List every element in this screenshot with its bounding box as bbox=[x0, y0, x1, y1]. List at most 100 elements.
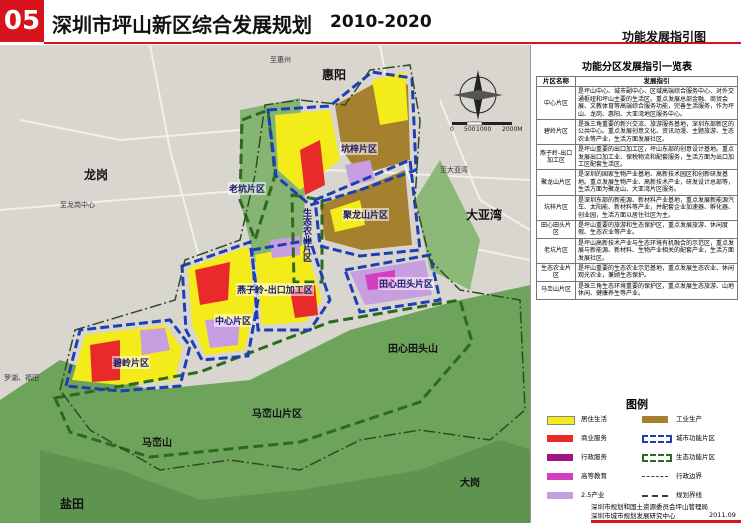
map-label: 罗湖、福田 bbox=[4, 374, 39, 382]
terrain bbox=[40, 440, 531, 523]
guidance-text: 是深圳东部的新能源、新材料产业基地，重点发展新能源汽车、太阳能、新材料等产业，并… bbox=[575, 194, 738, 221]
guidance-text: 是坪山重要的生态农业示范基地，重点发展生态农业、休闲观光农业，兼顾生态保护。 bbox=[575, 262, 738, 282]
guidance-text: 是坪山中心、城市副中心、区域高端综合服务中心、对外交通枢纽和坪山主要的生活区。重… bbox=[575, 86, 738, 121]
organization: 深圳市规划和国土资源委员会坪山管理局 bbox=[591, 503, 708, 511]
map-label: 至惠州 bbox=[270, 56, 291, 64]
map-label: 马峦山 bbox=[142, 438, 172, 449]
map-label: 大岗 bbox=[460, 478, 480, 489]
scale-label: 2000M bbox=[502, 126, 523, 133]
page-number: 05 bbox=[0, 0, 44, 42]
legend-swatch bbox=[547, 416, 575, 425]
guidance-text: 是深圳的国家生物产业基地、高新技术园区和创新研发基地。重点发展生物产业、高新技术… bbox=[575, 169, 738, 196]
zone-name: 碧岭片区 bbox=[536, 119, 576, 146]
legend-swatch bbox=[642, 416, 668, 423]
zone-name: 坑梓片区 bbox=[536, 194, 576, 221]
column-header: 片区名称 bbox=[536, 75, 576, 88]
zone-name: 田心田头片区 bbox=[536, 219, 576, 239]
legend-swatch bbox=[642, 454, 672, 462]
legend-label: 行政服务 bbox=[581, 453, 607, 461]
map-label: 老坑片区 bbox=[228, 182, 267, 195]
map-label: 碧岭片区 bbox=[112, 356, 151, 369]
info-panel: 功能分区发展指引一览表 片区名称 发展指引 中心片区 是坪山中心、城市副中心、区域… bbox=[533, 46, 741, 523]
table-header: 片区名称 发展指引 bbox=[536, 75, 738, 88]
map-label: 惠阳 bbox=[322, 68, 347, 82]
zone-name: 生态农业片区 bbox=[536, 262, 576, 282]
guidance-text: 是坪山重要的旅游和生态保护区，重点发展旅游、休闲度假、生态农业等产业。 bbox=[575, 219, 738, 239]
table-title: 功能分区发展指引一览表 bbox=[582, 62, 692, 73]
table-row: 坑梓片区 是深圳东部的新能源、新材料产业基地，重点发展新能源汽车、太阳能、新材料等… bbox=[536, 194, 738, 221]
legend-swatch bbox=[547, 473, 573, 480]
legend-label: 2.5产业 bbox=[581, 491, 605, 499]
map bbox=[0, 44, 531, 523]
years: 2010-2020 bbox=[330, 12, 432, 32]
table-row: 老坑片区 是坪山高新技术产业与生态环境有机融合的示范区，重点发展与新能源、新材料、… bbox=[536, 237, 738, 264]
guidance-text: 是珠三角重要的新兴交流、旅游服务基地，深圳东部新区的公共中心。重点发展创意文化、… bbox=[575, 119, 738, 146]
legend-swatch bbox=[642, 435, 672, 443]
legend-label: 规划界线 bbox=[676, 491, 702, 499]
legend-swatch bbox=[547, 492, 573, 499]
organization: 深圳市城市规划发展研究中心 bbox=[591, 512, 676, 520]
header-rule bbox=[44, 42, 741, 44]
terrain bbox=[0, 285, 531, 523]
guidance-table: 片区名称 发展指引 中心片区 是坪山中心、城市副中心、区域高端综合服务中心、对外交… bbox=[536, 75, 738, 300]
table-row: 马峦山片区 是珠三角生态环境重要的保护区，重点发展生态旅游、山地休闲、健康养生等产… bbox=[536, 280, 738, 300]
map-label: 至大亚湾 bbox=[440, 166, 468, 174]
compass bbox=[453, 70, 503, 120]
guidance-text: 是坪山重要的出口加工区，坪山东部的创意设计基地。重点发展出口加工业、保税物流和配… bbox=[575, 144, 738, 171]
scale-label: 0 bbox=[450, 126, 454, 133]
map-label: 马峦山片区 bbox=[252, 409, 302, 420]
legend-label: 城市功能片区 bbox=[676, 434, 715, 442]
map-label: 中心片区 bbox=[214, 314, 253, 327]
zone-name: 中心片区 bbox=[536, 86, 576, 121]
map-label: 大亚湾 bbox=[466, 208, 503, 222]
table-row: 燕子岭-出口加工区 是坪山重要的出口加工区，坪山东部的创意设计基地。重点发展出口加… bbox=[536, 144, 738, 171]
map-label: 聚龙山片区 bbox=[342, 208, 390, 221]
scale-bar bbox=[452, 121, 512, 126]
table-row: 生态农业片区 是坪山重要的生态农业示范基地，重点发展生态农业、休闲观光农业，兼顾生… bbox=[536, 262, 738, 282]
zone-name: 聚龙山片区 bbox=[536, 169, 576, 196]
legend: 居住生活商业服务行政服务高等教育 2.5产业 工业生产城市功能片区 生态功能片区 行政边… bbox=[547, 415, 737, 516]
title: 深圳市坪山新区综合发展规划 bbox=[52, 13, 312, 37]
zone-name: 老坑片区 bbox=[536, 237, 576, 264]
map-label: 田心田头山 bbox=[388, 344, 438, 355]
legend-label: 商业服务 bbox=[581, 434, 607, 442]
scale-label: 1000 bbox=[476, 126, 492, 133]
legend-swatch bbox=[547, 435, 573, 442]
legend-label: 工业生产 bbox=[676, 415, 702, 423]
table-row: 碧岭片区 是珠三角重要的新兴交流、旅游服务基地，深圳东部新区的公共中心。重点发展创… bbox=[536, 119, 738, 146]
divider bbox=[530, 45, 531, 523]
terrain bbox=[415, 160, 480, 290]
subtitle: 功能发展指引图 bbox=[622, 30, 707, 44]
map-label: 田心田头片区 bbox=[378, 277, 435, 290]
legend-title: 图例 bbox=[626, 398, 648, 411]
legend-label: 高等教育 bbox=[581, 472, 607, 480]
column-header: 发展指引 bbox=[575, 75, 738, 88]
map-label: 盐田 bbox=[60, 497, 85, 511]
legend-swatch bbox=[642, 495, 668, 497]
map-label: 燕子岭-出口加工区 bbox=[236, 283, 314, 296]
planning-boundary bbox=[59, 64, 526, 471]
table-row: 田心田头片区 是坪山重要的旅游和生态保护区，重点发展旅游、休闲度假、生态农业等产业… bbox=[536, 219, 738, 239]
map-label: 生态农业片区 bbox=[301, 208, 311, 262]
footer-rule bbox=[591, 520, 741, 523]
guidance-text: 是珠三角生态环境重要的保护区，重点发展生态旅游、山地休闲、健康养生等产业。 bbox=[575, 280, 738, 300]
scale-label: 500 bbox=[464, 126, 476, 133]
footer: 深圳市规划和国土资源委员会坪山管理局 深圳市城市规划发展研究中心 2011.09 bbox=[533, 498, 741, 523]
guidance-text: 是坪山高新技术产业与生态环境有机融合的示范区，重点发展与新能源、新材料、生物产业… bbox=[575, 237, 738, 264]
zone-name: 燕子岭-出口加工区 bbox=[536, 144, 576, 171]
legend-swatch bbox=[642, 476, 668, 477]
table-row: 中心片区 是坪山中心、城市副中心、区域高端综合服务中心、对外交通枢纽和坪山主要的生… bbox=[536, 86, 738, 121]
map-label: 坑梓片区 bbox=[340, 142, 379, 155]
table-row: 聚龙山片区 是深圳的国家生物产业基地、高新技术园区和创新研发基地。重点发展生物产业… bbox=[536, 169, 738, 196]
zone-name: 马峦山片区 bbox=[536, 280, 576, 300]
date: 2011.09 bbox=[709, 511, 736, 519]
map-label: 至龙岗中心 bbox=[60, 201, 95, 209]
legend-label: 居住生活 bbox=[581, 415, 607, 423]
city-zones bbox=[64, 70, 442, 393]
header: 05 深圳市坪山新区综合发展规划 2010-2020 bbox=[0, 0, 741, 44]
legend-swatch bbox=[547, 454, 573, 461]
legend-label: 生态功能片区 bbox=[676, 453, 715, 461]
legend-label: 行政边界 bbox=[676, 472, 702, 480]
map-label: 龙岗 bbox=[84, 168, 109, 182]
